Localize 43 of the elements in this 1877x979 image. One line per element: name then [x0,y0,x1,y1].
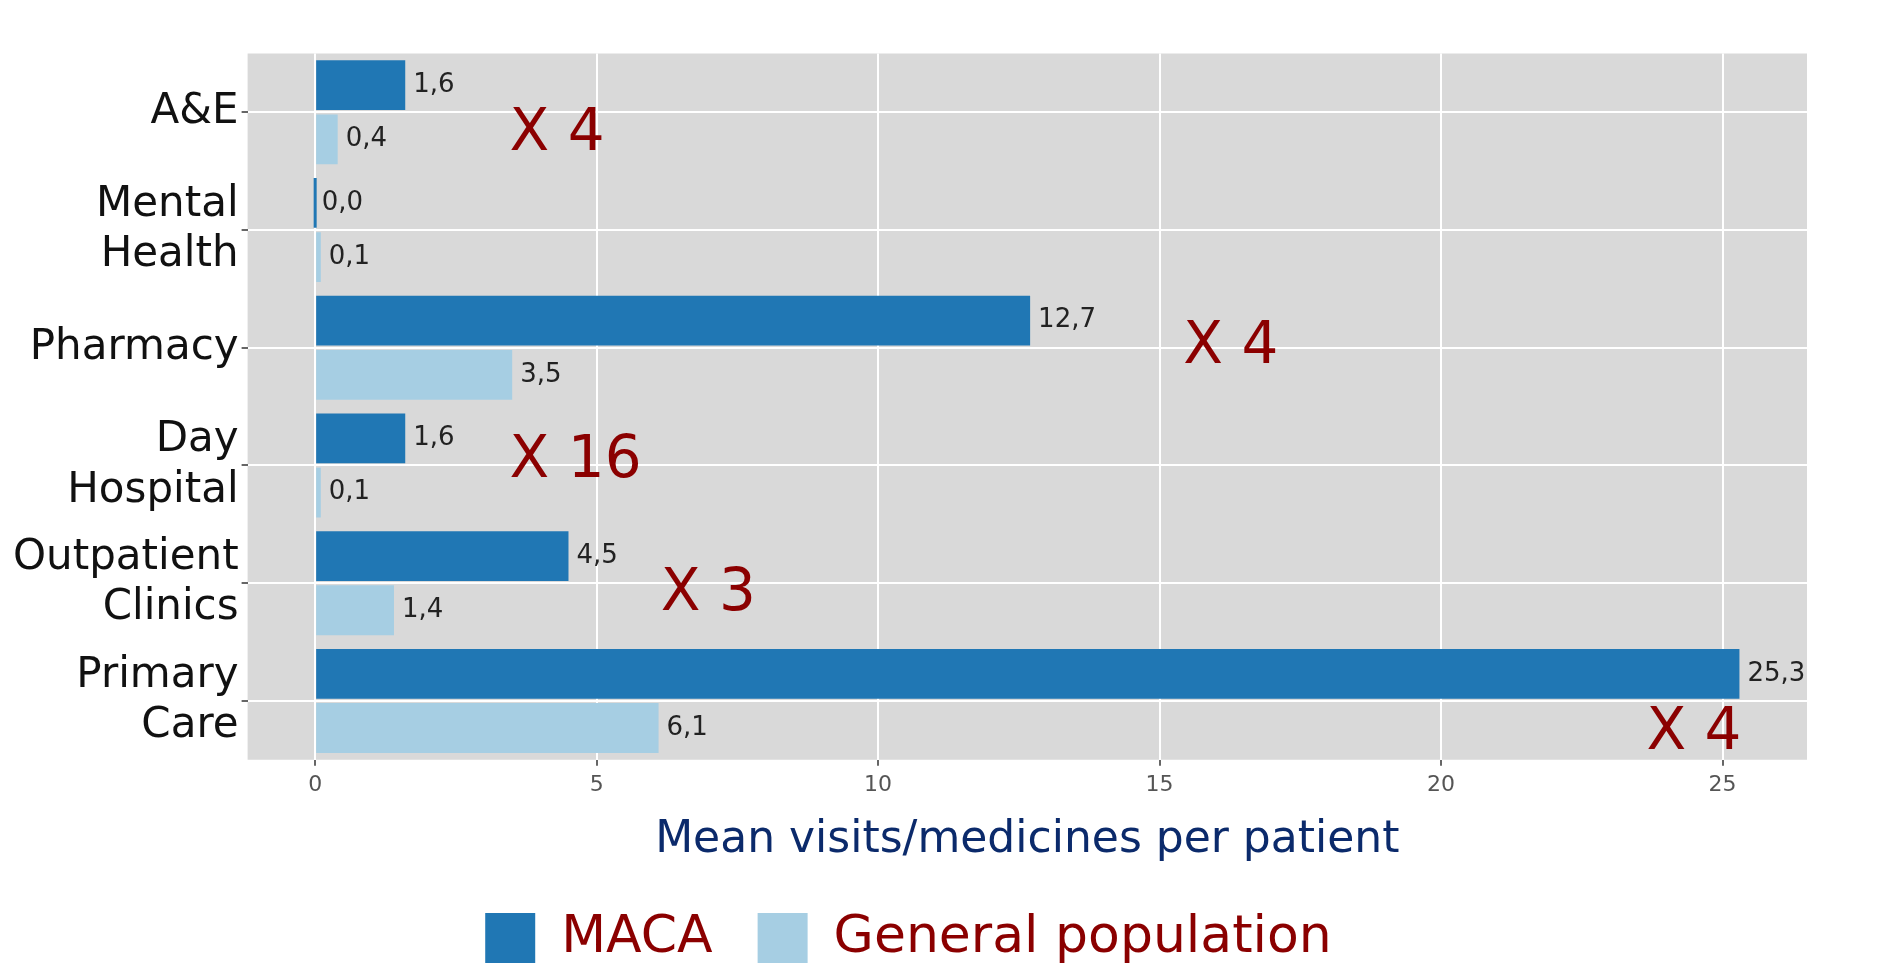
bar [316,648,1740,699]
x-tick-label: 15 [1145,770,1174,796]
data-label: 1,6 [413,421,455,452]
annotation: X 4 [1183,308,1279,377]
x-tick-label: 25 [1708,770,1737,796]
x-tick-label: 0 [308,770,323,796]
y-tick-label: Day Hospital [67,412,239,512]
bar [316,413,406,464]
bar [316,295,1031,346]
x-axis-title: Mean visits/medicines per patient [655,811,1400,863]
annotation: X 3 [660,556,756,625]
y-tick-label: A&E [150,84,239,134]
data-label: 0,4 [345,122,388,153]
bar [316,531,569,582]
annotation: X 4 [509,96,605,165]
bar [316,114,338,165]
y-tick-label: Pharmacy [29,319,239,369]
data-label: 12,7 [1038,303,1097,334]
y-tick-label: Primary Care [76,647,239,748]
data-label: 0,0 [321,185,364,216]
bar [316,60,406,111]
data-label: 3,5 [520,357,562,388]
x-tick-label: 20 [1427,770,1456,796]
data-label: 6,1 [666,710,708,741]
y-tick-label: Outpatient Clinics [13,529,239,630]
legend-label: MACA [561,903,714,964]
y-tick-label: Mental Health [96,176,239,277]
bar [316,467,321,518]
bar [316,232,321,282]
data-label: 25,3 [1747,656,1806,687]
data-label: 1,6 [413,67,455,98]
annotation: X 4 [1646,695,1742,764]
legend-label: General population [833,903,1332,964]
bar [316,349,513,400]
annotation: X 16 [509,423,642,492]
bar [316,703,659,753]
data-label: 0,1 [328,239,371,270]
data-label: 0,1 [328,475,371,506]
x-tick-label: 5 [589,770,604,796]
bar [316,585,394,636]
x-tick-label: 10 [864,770,893,796]
data-label: 1,4 [401,593,444,624]
data-label: 4,5 [576,538,618,569]
